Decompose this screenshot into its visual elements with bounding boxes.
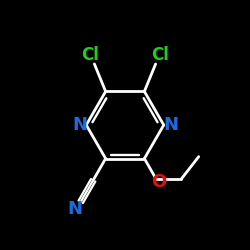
Text: N: N (67, 200, 82, 218)
Text: N: N (72, 116, 87, 134)
Text: Cl: Cl (81, 46, 99, 64)
Text: N: N (163, 116, 178, 134)
Text: Cl: Cl (151, 46, 169, 64)
Text: O: O (151, 173, 166, 191)
